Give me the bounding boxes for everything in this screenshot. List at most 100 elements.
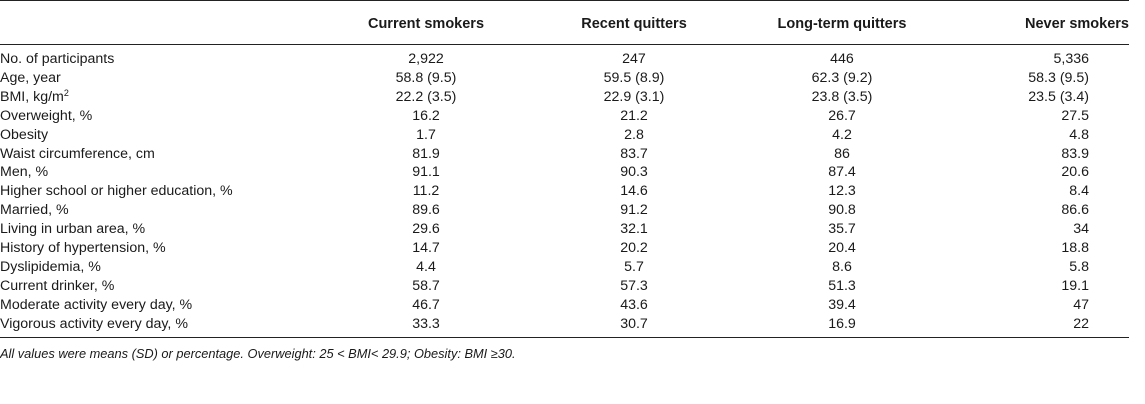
table-row: Waist circumference, cm 81.9 83.7 86 83.9 <box>0 145 1129 164</box>
row-label: No. of participants <box>0 45 322 69</box>
table-row: Vigorous activity every day, % 33.3 30.7 16… <box>0 314 1129 338</box>
table-cell: 14.7 <box>412 240 440 257</box>
table-cell: 83.9 <box>1061 145 1089 162</box>
row-label: Current drinker, % <box>0 277 322 296</box>
table-row: Men, % 91.1 90.3 87.4 20.6 <box>0 163 1129 182</box>
row-label: Married, % <box>0 201 322 220</box>
table-row: BMI, kg/m2 22.2 (3.5) 22.9 (3.1) 23.8 (3.5)… <box>0 88 1129 107</box>
table-cell: 87.4 <box>828 164 856 181</box>
row-label-text: Age, year <box>0 69 61 86</box>
table-cell: 26.7 <box>828 107 856 124</box>
table-cell: 51.3 <box>828 277 856 294</box>
table-row: Living in urban area, % 29.6 32.1 35.7 34 <box>0 220 1129 239</box>
table-cell: 5,336 <box>1053 51 1089 67</box>
table-cell: 57.3 <box>620 277 648 294</box>
row-label-text: Higher school or higher education, % <box>0 183 233 200</box>
table-body: No. of participants 2,922 247 446 5,336 Age, … <box>0 45 1129 338</box>
table-row: No. of participants 2,922 247 446 5,336 <box>0 45 1129 69</box>
table-row: History of hypertension, % 14.7 20.2 20.4 18… <box>0 239 1129 258</box>
row-label: History of hypertension, % <box>0 239 322 258</box>
table-cell: 58.3 (9.5) <box>1028 69 1089 86</box>
table-cell: 91.1 <box>412 164 440 181</box>
table-cell: 43.6 <box>620 296 648 313</box>
table-cell: 91.2 <box>620 202 648 219</box>
table-cell: 8.4 <box>1069 183 1089 200</box>
table-cell: 81.9 <box>412 145 440 162</box>
table-cell: 58.7 <box>412 277 440 294</box>
table-cell: 11.2 <box>412 183 440 200</box>
table-cell: 14.6 <box>620 183 648 200</box>
table-cell: 247 <box>622 51 646 67</box>
header-cell-recent-quitters: Recent quitters <box>581 15 687 32</box>
table-cell: 22 <box>946 314 1129 338</box>
table-row: Moderate activity every day, % 46.7 43.6 39… <box>0 296 1129 315</box>
table-cell: 59.5 (8.9) <box>603 69 665 86</box>
table-row: Current drinker, % 58.7 57.3 51.3 19.1 <box>0 277 1129 296</box>
table-cell: 58.8 (9.5) <box>395 69 457 86</box>
row-label: Moderate activity every day, % <box>0 296 322 315</box>
table-row: Married, % 89.6 91.2 90.8 86.6 <box>0 201 1129 220</box>
table-cell: 90.3 <box>620 164 648 181</box>
row-label-text: Married, % <box>0 202 69 219</box>
row-label-text: History of hypertension, % <box>0 240 166 257</box>
table-cell: 2.8 <box>624 126 644 143</box>
table-cell: 27.5 <box>1061 107 1089 124</box>
table-header-row: Current smokers Recent quitters Long-ter… <box>0 0 1129 45</box>
table-row: Overweight, % 16.2 21.2 26.7 27.5 <box>0 107 1129 126</box>
row-label-text: Waist circumference, cm <box>0 145 155 162</box>
row-label-text: No. of participants <box>0 51 115 67</box>
table-cell: 86 <box>834 145 850 162</box>
participant-characteristics-table: Current smokers Recent quitters Long-ter… <box>0 0 1129 338</box>
table-cell: 20.6 <box>1061 164 1089 181</box>
table-cell: 29.6 <box>412 221 440 238</box>
table-cell: 16.2 <box>412 107 440 124</box>
table-cell: 12.3 <box>828 183 856 200</box>
table-cell: 89.6 <box>412 202 440 219</box>
table-cell: 23.8 (3.5) <box>811 88 873 105</box>
row-label-text: Overweight, % <box>0 107 93 124</box>
table-row: Higher school or higher education, % 11.2… <box>0 182 1129 201</box>
table-cell: 446 <box>830 51 854 67</box>
table-cell: 16.9 <box>738 314 946 338</box>
row-label-text: Obesity <box>0 126 49 143</box>
table-cell: 4.2 <box>832 126 852 143</box>
table-cell: 39.4 <box>828 296 856 313</box>
table-cell: 34 <box>1073 221 1089 238</box>
table-cell: 83.7 <box>620 145 648 162</box>
table-cell: 1.7 <box>416 126 436 143</box>
table-footnote: All values were means (SD) or percentage… <box>0 345 516 361</box>
header-cell-label <box>0 1 322 45</box>
row-label: Higher school or higher education, % <box>0 182 322 201</box>
table-cell: 21.2 <box>620 107 648 124</box>
table-cell: 32.1 <box>620 221 648 238</box>
table-cell: 46.7 <box>412 296 440 313</box>
table-cell: 22.2 (3.5) <box>395 88 457 105</box>
row-label: Vigorous activity every day, % <box>0 314 322 338</box>
table-cell: 35.7 <box>828 221 856 238</box>
table-row: Obesity 1.7 2.8 4.2 4.8 <box>0 126 1129 145</box>
table-cell: 5.7 <box>624 258 644 275</box>
table-cell: 19.1 <box>1061 277 1089 294</box>
table-cell: 8.6 <box>832 258 852 275</box>
row-label: Dyslipidemia, % <box>0 258 322 277</box>
row-label-text: Vigorous activity every day, % <box>0 315 188 332</box>
table-cell: 47 <box>1073 296 1089 313</box>
table-cell: 5.8 <box>1069 258 1089 275</box>
table-cell: 18.8 <box>1061 240 1089 257</box>
row-label: Obesity <box>0 126 322 145</box>
table-cell: 33.3 <box>322 314 530 338</box>
table-cell: 20.2 <box>620 240 648 257</box>
table-cell: 86.6 <box>1061 202 1089 219</box>
row-label-text: BMI, kg/m <box>0 88 64 105</box>
row-label-superscript: 2 <box>63 87 69 98</box>
row-label-text: Men, % <box>0 164 49 181</box>
row-label: Overweight, % <box>0 107 322 126</box>
table-cell: 30.7 <box>530 314 738 338</box>
table-row: Age, year 58.8 (9.5) 59.5 (8.9) 62.3 (9.2) 5… <box>0 69 1129 88</box>
row-label: Men, % <box>0 163 322 182</box>
row-label-text: Current drinker, % <box>0 277 115 294</box>
table-cell: 4.8 <box>1069 126 1089 143</box>
row-label: Living in urban area, % <box>0 220 322 239</box>
row-label: Waist circumference, cm <box>0 145 322 164</box>
